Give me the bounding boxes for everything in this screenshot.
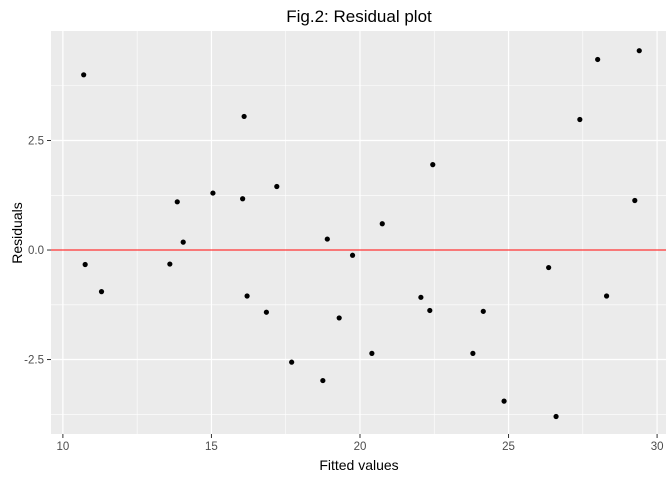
x-axis-ticks: 10 15 20 25 30 — [56, 434, 663, 453]
minor-gridlines — [51, 31, 666, 434]
data-point — [480, 308, 486, 314]
y-axis-ticks: -2.5 0.0 2.5 — [24, 136, 51, 367]
data-point — [274, 183, 280, 190]
data-point — [349, 252, 356, 258]
data-point — [241, 113, 247, 120]
data-point — [418, 294, 424, 300]
data-point — [595, 56, 601, 63]
data-point — [210, 190, 216, 196]
data-point — [379, 221, 385, 227]
data-points — [81, 48, 642, 420]
data-point — [320, 377, 326, 384]
data-point — [167, 261, 173, 267]
data-point — [336, 315, 342, 321]
data-point — [470, 350, 476, 356]
data-point — [636, 48, 642, 54]
x-tick-label: 15 — [205, 441, 218, 453]
y-tick-label: 2.5 — [28, 136, 44, 148]
data-point — [244, 293, 250, 299]
x-tick-label: 25 — [502, 441, 515, 453]
data-point — [553, 413, 559, 420]
data-point — [263, 309, 269, 315]
data-point — [546, 264, 552, 271]
x-tick-label: 10 — [56, 441, 69, 453]
data-point — [98, 289, 105, 295]
data-point — [427, 307, 433, 314]
data-point — [82, 261, 88, 268]
x-axis-title: Fitted values — [319, 457, 398, 473]
plot-panel — [51, 31, 666, 434]
data-point — [369, 350, 375, 356]
data-point — [180, 239, 186, 245]
chart-title: Fig.2: Residual plot — [286, 7, 432, 26]
y-tick-label: 0.0 — [28, 245, 44, 257]
y-tick-label: -2.5 — [24, 355, 44, 367]
data-point — [324, 236, 330, 242]
y-axis-title: Residuals — [9, 202, 25, 263]
data-point — [430, 162, 436, 168]
data-point — [81, 72, 87, 78]
data-point — [603, 293, 610, 299]
x-tick-label: 30 — [651, 441, 664, 453]
data-point — [240, 196, 246, 202]
data-point — [174, 199, 180, 205]
data-point — [501, 398, 507, 404]
data-point — [289, 359, 295, 365]
x-tick-label: 20 — [354, 441, 367, 453]
data-point — [577, 116, 583, 123]
data-point — [632, 197, 638, 204]
